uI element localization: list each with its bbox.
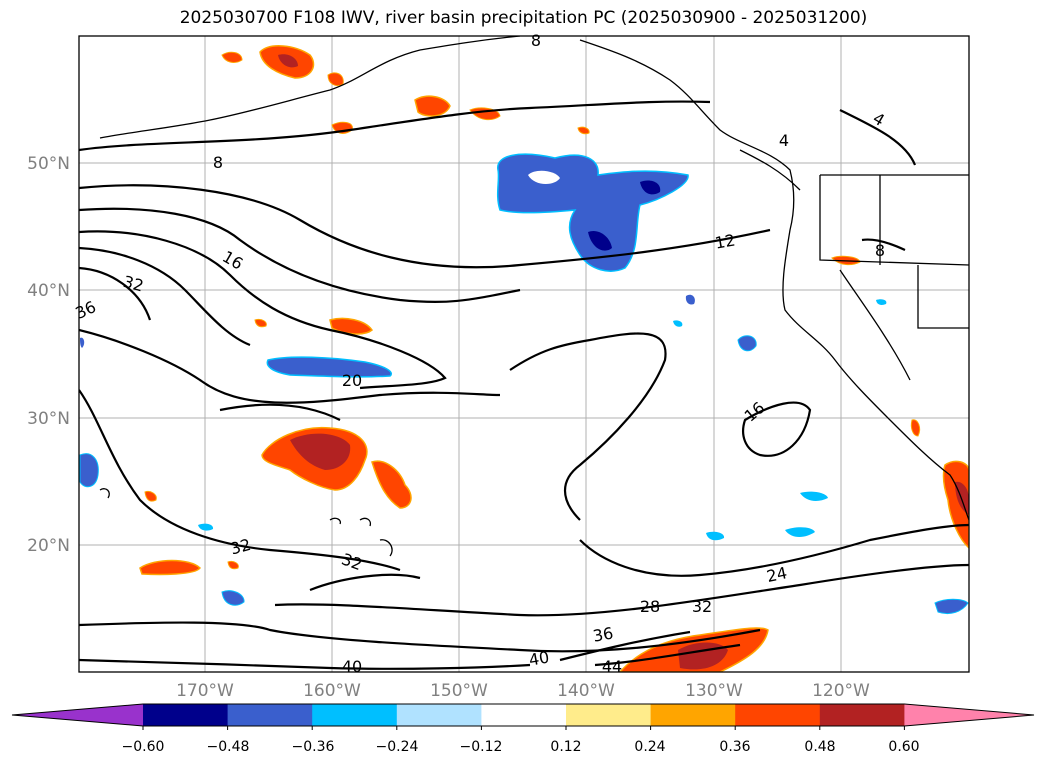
negative-anomaly-regions [79, 153, 969, 615]
lon-label-120w: 120°W [812, 681, 870, 701]
lat-label-20n: 20°N [27, 536, 70, 556]
lon-label-130w: 130°W [685, 681, 743, 701]
coastline [99, 36, 969, 557]
contour-label: 24 [765, 563, 789, 586]
colorbar-segment [819, 704, 905, 726]
colorbar-tick-label: −0.12 [460, 739, 503, 755]
map-background [79, 36, 969, 672]
colorbar-extend-low [12, 704, 143, 726]
colorbar-segment [735, 704, 821, 726]
lon-label-150w: 150°W [430, 681, 488, 701]
contour-label: 4 [779, 131, 789, 150]
colorbar-segment [396, 704, 482, 726]
contour-label: 32 [228, 535, 253, 559]
colorbar-tick-label: −0.60 [122, 739, 165, 755]
colorbar-tick-label: −0.24 [376, 739, 419, 755]
colorbar-segment [650, 704, 736, 726]
positive-anomaly-regions [139, 45, 969, 672]
lat-label-30n: 30°N [27, 409, 70, 429]
colorbar-tick-label: 0.48 [804, 739, 835, 755]
contour-label: 12 [713, 230, 736, 252]
contour-label: 44 [602, 657, 622, 676]
colorbar-extend-high [904, 704, 1034, 726]
lat-label-40n: 40°N [27, 281, 70, 301]
colorbar-tick-label: 0.24 [634, 739, 665, 755]
contour-label: 40 [527, 647, 550, 669]
map-frame [78, 35, 970, 673]
lat-label-50n: 50°N [27, 154, 70, 174]
colorbar-tick-label: −0.36 [292, 739, 335, 755]
lon-label-140w: 140°W [557, 681, 615, 701]
page-title: 2025030700 F108 IWV, river basin precipi… [179, 8, 868, 28]
contour-label: 32 [121, 272, 146, 296]
colorbar-segment [312, 704, 398, 726]
contour-label: 40 [342, 657, 362, 676]
contour-label: 28 [640, 597, 660, 616]
colorbar-tick-label: 0.60 [888, 739, 919, 755]
colorbar-segment [566, 704, 652, 726]
contour-label: 8 [531, 31, 541, 50]
colorbar-tick-label: 0.36 [719, 739, 750, 755]
colorbar [11, 703, 1035, 730]
contour-label: 8 [875, 241, 885, 260]
lon-label-160w: 160°W [303, 681, 361, 701]
colorbar-segment [227, 704, 313, 726]
contour-label: 8 [213, 153, 223, 172]
contour-label: 36 [591, 623, 614, 645]
contour-label: 32 [692, 597, 712, 616]
iwv-contours [79, 100, 969, 670]
colorbar-segment [481, 704, 567, 726]
lon-label-170w: 170°W [176, 681, 234, 701]
contour-label: 20 [342, 371, 362, 390]
colorbar-segment [143, 704, 229, 726]
colorbar-labels: −0.60 −0.48 −0.36 −0.24 −0.12 0.12 0.24 … [122, 739, 920, 755]
colorbar-tick-label: 0.12 [550, 739, 581, 755]
colorbar-tick-label: −0.48 [207, 739, 250, 755]
